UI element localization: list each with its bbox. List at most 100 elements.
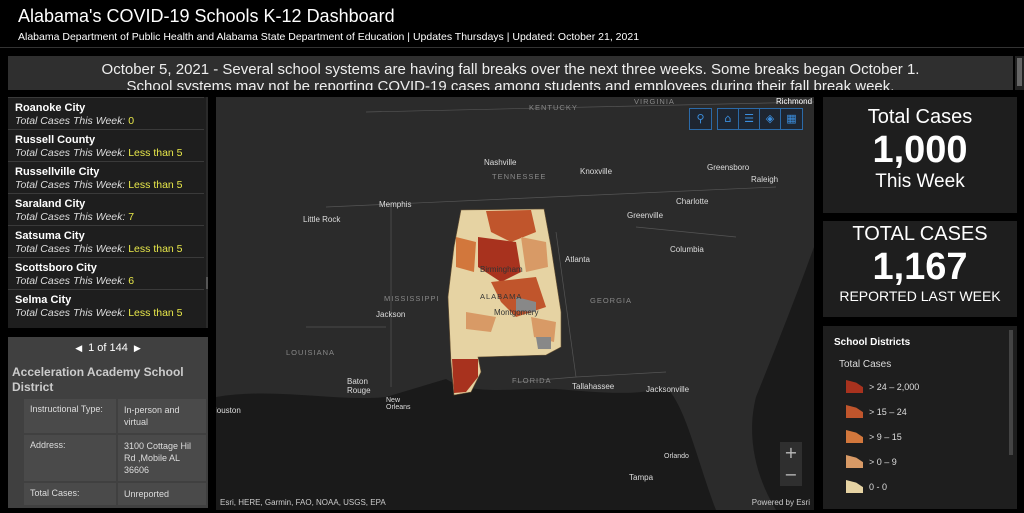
legend-label: > 0 – 9 [869,456,897,467]
city-label: Charlotte [676,197,709,206]
search-icon[interactable]: ⚲ [696,112,705,125]
city-label: Greenville [627,211,664,220]
list-item[interactable]: Russell County Total Cases This Week: Les… [8,129,204,160]
city-label: Tallahassee [572,382,615,391]
state-label: TENNESSEE [492,172,547,181]
legend-label: > 24 – 2,000 [869,381,920,392]
alabama-choropleth [447,208,562,396]
state-label: VIRGINIA [634,97,675,106]
city-label: Jackson [376,310,406,319]
map-legend: School Districts Total Cases > 24 – 2,00… [823,326,1017,509]
city-label: Jacksonville [646,385,690,394]
card-value: 1,000 [872,129,968,171]
district-name: Scottsboro City [15,262,97,274]
detail-row: Instructional Type: In-person and virtual [24,399,206,435]
legend-item: > 15 – 24 [846,405,907,418]
district-name: Satsuma City [15,230,85,242]
map-view[interactable]: KENTUCKY VIRGINIA TENNESSEE MISSISSIPPI … [216,97,814,510]
district-title: Acceleration Academy School District [12,365,184,394]
city-label: Little Rock [303,215,341,224]
city-label: Knoxville [580,167,613,176]
city-label: Memphis [379,200,412,209]
row-label: Instructional Type: [30,404,103,414]
detail-row: Total Cases: Unreported [24,483,206,507]
zoom-out-button[interactable]: − [784,465,798,484]
cases-value: Less than 5 [128,307,183,319]
banner-scrollbar[interactable] [1015,56,1024,90]
city-label: Baton Rouge [347,377,371,395]
state-label: ALABAMA [480,292,523,301]
zoom-control: + − [780,442,802,486]
city-label: Greensboro [707,163,750,172]
legend-swatch [846,405,863,418]
city-label: Houston [216,406,241,415]
list-item[interactable]: Roanoke City Total Cases This Week: 0 [8,97,204,128]
cases-value: 6 [128,275,135,287]
list-icon[interactable]: ☰ [739,109,760,129]
list-item[interactable]: Satsuma City Total Cases This Week: Less … [8,225,204,256]
card-value: 1,167 [872,246,968,288]
card-caption: This Week [875,171,965,192]
card-title: TOTAL CASES [852,223,988,245]
legend-item: > 9 – 15 [846,430,902,443]
cases-value: Less than 5 [128,243,183,255]
city-label: Orlando [664,453,689,460]
list-item[interactable]: Russellville City Total Cases This Week: … [8,161,204,192]
city-label: Raleigh [751,175,779,184]
legend-item: > 24 – 2,000 [846,380,919,393]
total-cases-this-week-card: Total Cases 1,000 This Week [823,97,1017,213]
basemap-gallery-icon[interactable]: ▦ [786,112,797,125]
cases-value: 0 [128,115,135,127]
district-list: Roanoke City Total Cases This Week: 0 Russ… [8,97,208,328]
district-detail-popup: ◀ 1 of 144 ▶ Acceleration Academy School D… [8,337,208,508]
legend-item: > 0 – 9 [846,455,897,468]
list-item[interactable]: Scottsboro City Total Cases This Week: 6 [8,257,204,288]
row-value: Unreported [116,483,206,505]
cases-label: Total Cases This Week: [15,115,126,127]
legend-swatch [846,455,863,468]
powered-by-esri[interactable]: Powered by Esri [751,498,810,507]
legend-scrollbar[interactable] [1009,330,1013,455]
city-label: Nashville [484,158,517,167]
header: Alabama's COVID-19 Schools K-12 Dashboar… [0,0,1024,48]
list-scrollbar[interactable] [206,97,208,328]
home-icon[interactable]: ⌂ [718,109,739,129]
district-name: Russell County [15,134,96,146]
city-label: Montgomery [494,308,539,317]
cases-value: 7 [128,211,135,223]
search-toolbar: ⚲ [689,108,712,130]
list-item[interactable]: Selma City Total Cases This Week: Less th… [8,289,204,320]
card-title: Total Cases [867,106,973,128]
row-value: In-person and virtual [116,399,206,433]
city-label: Tampa [629,473,654,482]
page-subtitle: Alabama Department of Public Health and … [18,31,640,43]
legend-swatch [846,430,863,443]
zoom-in-button[interactable]: + [784,443,798,462]
city-label: Columbia [670,245,704,254]
detail-row: Address: 3100 Cottage Hil Rd ,Mobile AL 3… [24,435,206,483]
cases-label: Total Cases This Week: [15,307,126,319]
city-label: Birmingham [480,265,523,274]
announcement-banner: October 5, 2021 - Several school systems… [8,56,1013,90]
pager: ◀ 1 of 144 ▶ [8,342,208,354]
banner-line: October 5, 2021 - Several school systems… [101,61,920,78]
cases-value: Less than 5 [128,147,183,159]
cases-value: Less than 5 [128,179,183,191]
district-name: Russellville City [15,166,100,178]
district-name: Roanoke City [15,102,86,114]
legend-label: > 9 – 15 [869,431,902,442]
cases-label: Total Cases This Week: [15,275,126,287]
state-label: MISSISSIPPI [384,294,440,303]
legend-title: School Districts [834,337,911,348]
row-label: Total Cases: [30,488,80,498]
next-arrow-icon[interactable]: ▶ [133,343,141,353]
cases-label: Total Cases This Week: [15,211,126,223]
list-item[interactable]: Saraland City Total Cases This Week: 7 [8,193,204,224]
legend-swatch [846,380,863,393]
prev-arrow-icon[interactable]: ◀ [75,343,83,353]
legend-item: 0 - 0 [846,480,887,493]
layers-icon[interactable]: ◈ [760,109,781,129]
card-caption: REPORTED LAST WEEK [839,288,1001,304]
legend-label: > 15 – 24 [869,406,907,417]
state-label: LOUISIANA [286,348,336,357]
